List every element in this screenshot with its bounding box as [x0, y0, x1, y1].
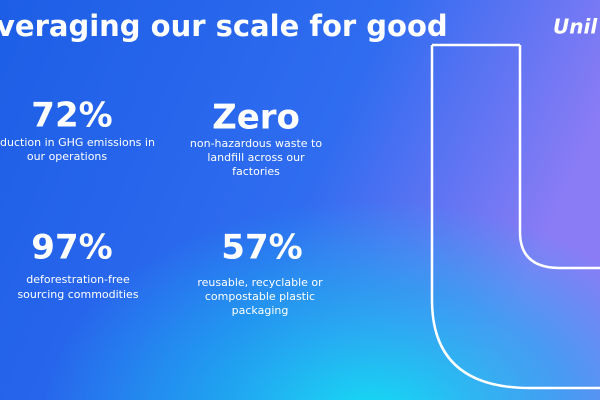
- stat-description: factories: [232, 165, 280, 178]
- stat-description: packaging: [232, 304, 289, 317]
- stat-description: deforestration-free: [26, 273, 130, 286]
- title: veraging our scale for good: [0, 9, 448, 43]
- logo-outline: [430, 43, 600, 390]
- stat-description: compostable plastic: [205, 290, 315, 303]
- stat-figure: 72%: [31, 96, 112, 136]
- stat-figure: 57%: [221, 228, 302, 268]
- logo: Unil: [553, 15, 598, 39]
- stat-figure: 97%: [31, 228, 112, 268]
- stat-description: sourcing commodities: [17, 288, 138, 301]
- stat-description: reusable, recyclable or: [197, 276, 323, 289]
- stat-description: our operations: [27, 150, 108, 163]
- stat-description: landfill across our: [207, 151, 305, 164]
- stat-figure: Zero: [212, 98, 300, 138]
- stat-description: non-hazardous waste to: [190, 137, 322, 150]
- stat-description: duction in GHG emissions in: [0, 136, 155, 149]
